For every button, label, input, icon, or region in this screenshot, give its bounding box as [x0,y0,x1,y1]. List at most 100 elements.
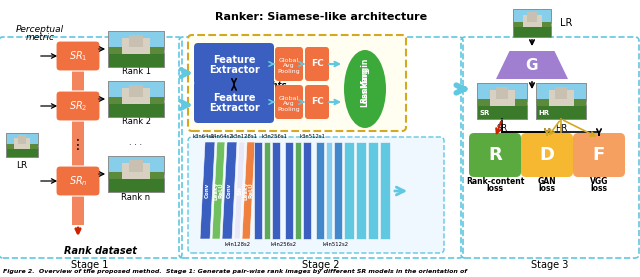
Polygon shape [316,142,324,239]
FancyBboxPatch shape [194,43,274,85]
Text: Rank 1: Rank 1 [122,68,150,76]
Polygon shape [496,51,568,79]
Text: HR: HR [555,124,567,133]
Text: Pooling: Pooling [278,70,300,75]
Bar [108,31,164,49]
Bar [108,172,164,179]
Bar [108,102,164,117]
Polygon shape [326,142,332,239]
Text: SR: SR [497,124,508,133]
Text: Ranker: Siamese-like architecture: Ranker: Siamese-like architecture [215,12,427,22]
Polygon shape [272,142,280,239]
Polygon shape [264,142,270,239]
FancyBboxPatch shape [305,85,329,119]
FancyBboxPatch shape [56,91,100,121]
Text: Avg: Avg [283,101,295,106]
FancyBboxPatch shape [56,166,100,196]
Text: Rank-content: Rank-content [466,177,524,186]
Bar [122,38,150,54]
Polygon shape [368,142,378,239]
Text: Extractor: Extractor [209,103,259,113]
Text: Leaky
ReLU: Leaky ReLU [213,181,224,200]
Bar [477,83,527,119]
Text: $SR_1$: $SR_1$ [68,49,87,63]
Bar [129,84,143,97]
Bar [14,138,30,148]
Text: k3n64s1: k3n64s1 [193,134,215,139]
Text: loss: loss [538,184,556,193]
Bar [122,88,150,104]
Text: FC: FC [310,60,323,68]
Text: k3n256s1: k3n256s1 [261,134,287,139]
Text: loss: loss [591,184,607,193]
Text: Feature: Feature [212,55,255,65]
FancyBboxPatch shape [194,81,274,123]
Text: Conv: Conv [205,183,210,198]
Bar [6,133,38,157]
Text: k3n128s1: k3n128s1 [231,134,257,139]
Text: Rank dataset: Rank dataset [63,246,136,256]
Polygon shape [295,142,301,239]
Bar [108,31,164,67]
Text: LR: LR [560,18,572,28]
Text: GAN: GAN [538,177,556,186]
FancyBboxPatch shape [188,137,444,253]
Polygon shape [380,142,390,239]
Text: Rank 2: Rank 2 [122,117,150,127]
Bar [477,83,527,101]
Polygon shape [212,142,225,239]
Bar [536,83,586,101]
Text: Figure 2.  Overview of the proposed method.  Stage 1: Generate pair-wise rank im: Figure 2. Overview of the proposed metho… [3,268,467,273]
Bar [536,105,586,119]
Polygon shape [254,142,262,239]
Text: D: D [540,146,554,164]
Text: VGG: VGG [590,177,608,186]
Polygon shape [285,142,293,239]
Polygon shape [234,142,245,239]
Text: $SR_n$: $SR_n$ [68,174,88,188]
FancyBboxPatch shape [521,133,573,177]
Bar [513,26,551,37]
Text: k4n512s2: k4n512s2 [323,242,349,247]
Bar [72,45,84,225]
Text: LR: LR [17,160,28,170]
Bar [129,160,143,172]
Polygon shape [200,142,215,239]
Bar [477,105,527,119]
Bar [129,35,143,47]
Text: Loss: Loss [360,87,369,107]
Bar [108,97,164,104]
Text: Conv: Conv [227,183,232,198]
Bar [108,178,164,192]
Text: k4n256s2: k4n256s2 [271,242,297,247]
Text: FC: FC [310,98,323,106]
Bar [496,87,508,99]
Text: HR: HR [538,110,549,116]
Text: SR: SR [479,110,490,116]
Polygon shape [242,142,255,239]
FancyBboxPatch shape [469,133,521,177]
Bar [108,81,164,117]
Bar [513,9,551,37]
Text: BN: BN [237,186,242,195]
Bar [6,133,38,145]
FancyBboxPatch shape [56,41,100,71]
FancyBboxPatch shape [188,35,406,131]
Bar [548,90,573,106]
Polygon shape [356,142,366,239]
Bar [122,163,150,179]
Bar [490,90,515,106]
Text: Stage 3: Stage 3 [531,260,569,270]
FancyBboxPatch shape [275,85,303,119]
Text: Feature: Feature [212,93,255,103]
FancyBboxPatch shape [573,133,625,177]
Text: G: G [525,58,538,73]
Text: k4n64s2: k4n64s2 [211,134,234,139]
Polygon shape [344,142,354,239]
Text: F: F [593,146,605,164]
Ellipse shape [344,50,386,128]
Bar [6,147,38,157]
Text: Shared weights: Shared weights [213,81,287,89]
Text: Extractor: Extractor [209,65,259,75]
Text: Margin: Margin [360,58,369,88]
